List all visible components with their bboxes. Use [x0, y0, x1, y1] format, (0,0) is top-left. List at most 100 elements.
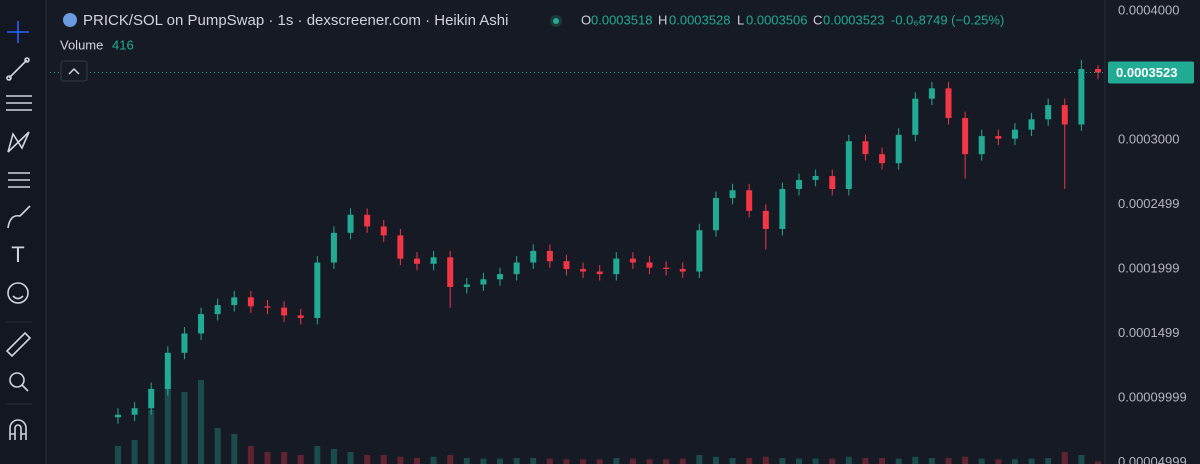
- zoom-tool[interactable]: [9, 372, 29, 392]
- candle-body: [364, 214, 371, 227]
- volume-bar: [314, 446, 321, 464]
- candle-body: [563, 261, 570, 269]
- candle-body: [596, 271, 603, 275]
- volume-bar: [497, 458, 504, 464]
- volume-bar: [115, 446, 121, 464]
- volume-bar: [696, 455, 703, 464]
- collapse-button[interactable]: [60, 60, 88, 82]
- trendline-tool[interactable]: [6, 57, 30, 81]
- last-price-tag: [1108, 61, 1194, 84]
- candle-body: [330, 232, 337, 263]
- volume-value: 416: [112, 37, 134, 52]
- volume-bar: [762, 456, 769, 464]
- ohlc-label: L: [737, 12, 744, 27]
- emoji-tool[interactable]: [7, 282, 29, 304]
- y-tick-label: 0.0002499: [1118, 196, 1179, 211]
- toolbar-bg: [0, 0, 46, 464]
- candle-body: [879, 154, 886, 164]
- volume-bar: [995, 459, 1002, 464]
- candle-body: [397, 235, 404, 259]
- brush-tool[interactable]: [7, 205, 31, 229]
- volume-bar: [862, 458, 869, 464]
- plot: 0.0004000 0.0003000 0.0002499 0.0001999 0.00…: [50, 0, 1194, 464]
- projection-tool[interactable]: [8, 172, 30, 188]
- ruler-tool[interactable]: [5, 331, 32, 358]
- volume-bar: [712, 456, 719, 464]
- volume-bar: [513, 458, 520, 464]
- y-tick-label: 0.0003000: [1118, 131, 1179, 146]
- candle-body: [613, 258, 620, 275]
- y-tick-label: 0.0004000: [1118, 2, 1179, 17]
- volume-bar: [231, 434, 238, 464]
- volume-bar: [978, 458, 985, 464]
- collapse-icon: [68, 67, 80, 75]
- candle-body: [895, 134, 902, 164]
- volume-bar: [845, 456, 852, 464]
- change: -0.0₆8749 (−0.25%): [891, 12, 1004, 27]
- candle-body: [1011, 129, 1018, 139]
- candle-body: [247, 297, 254, 307]
- candle-body: [214, 305, 221, 315]
- volume-bar: [530, 458, 537, 464]
- candle-body: [796, 179, 803, 189]
- magnet-tool[interactable]: [9, 419, 27, 440]
- volume-bar: [214, 428, 221, 464]
- candle-body: [646, 262, 653, 268]
- volume-bar: [164, 374, 171, 464]
- candle-body: [746, 190, 753, 211]
- volume-bar: [546, 458, 553, 464]
- candle-body: [862, 141, 869, 155]
- volume-bar: [198, 380, 205, 464]
- candle-body: [1028, 119, 1035, 130]
- candle-body: [962, 118, 969, 155]
- crosshair-tool[interactable]: [7, 21, 29, 43]
- volume-bar: [131, 440, 138, 464]
- candle-body: [729, 190, 736, 199]
- volume-bar: [380, 455, 387, 464]
- chart-title: PRICK/SOL on PumpSwap · 1s · dexscreener…: [83, 12, 508, 29]
- candle-body: [546, 250, 553, 262]
- volume-bar: [148, 410, 155, 464]
- candle-body: [264, 306, 271, 308]
- volume-bar: [962, 456, 969, 464]
- pattern-tool[interactable]: [7, 131, 30, 153]
- volume-bar: [829, 458, 836, 464]
- candle-body: [480, 279, 487, 285]
- y-tick-label: 0.0001999: [1118, 261, 1179, 276]
- volume-bar: [646, 459, 653, 464]
- volume-bar: [480, 458, 487, 464]
- volume-bar: [1061, 452, 1068, 464]
- candle-body: [845, 141, 852, 189]
- candle-body: [1061, 105, 1068, 125]
- candle-body: [231, 297, 238, 306]
- candle-body: [629, 258, 636, 263]
- volume-bar: [779, 458, 786, 464]
- candle-body: [413, 258, 420, 264]
- candle-body: [945, 88, 952, 119]
- volume-bar: [679, 458, 686, 464]
- candle-body: [281, 307, 288, 316]
- volume-bar: [1028, 458, 1035, 464]
- volume-bar: [895, 458, 902, 464]
- candle-body: [580, 268, 587, 272]
- volume-bar: [1045, 458, 1052, 464]
- volume-bar: [796, 458, 803, 464]
- candle-body: [297, 315, 304, 318]
- candle-body: [380, 226, 387, 236]
- candle-body: [181, 333, 188, 353]
- candle-body: [928, 88, 935, 99]
- ohlc-value: 0.0003528: [669, 12, 730, 27]
- fib-tool[interactable]: [6, 95, 32, 111]
- volume-bar: [297, 455, 304, 464]
- collapse-button-bg: [60, 60, 88, 82]
- candle-body: [1078, 69, 1085, 125]
- candle-body: [463, 284, 470, 288]
- y-tick-label: 0.0001499: [1118, 325, 1179, 340]
- text-tool[interactable]: T: [11, 242, 24, 267]
- volume-bar: [812, 458, 819, 464]
- candle-body: [447, 257, 454, 288]
- candle-body: [995, 136, 1002, 139]
- volume-bar: [281, 452, 288, 464]
